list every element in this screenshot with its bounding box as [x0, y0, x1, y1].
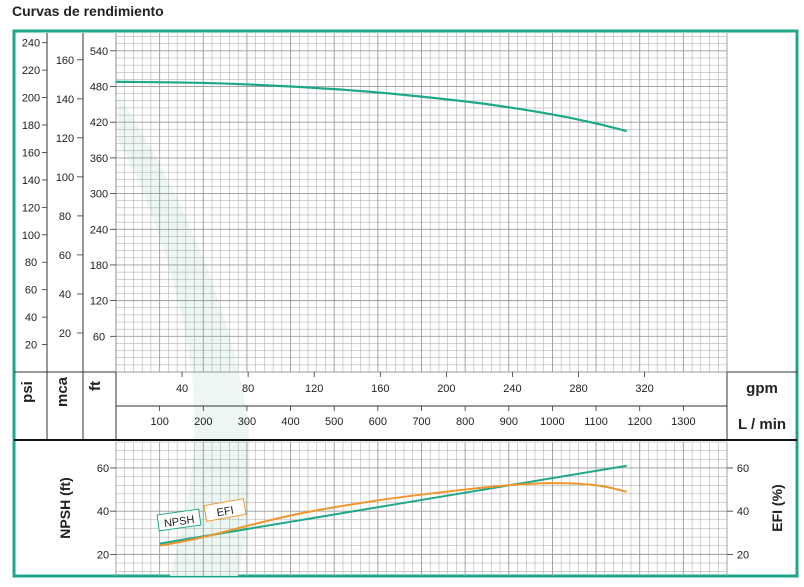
ft-tick-label: 240 [90, 224, 108, 236]
mca-tick-label: 160 [56, 55, 74, 67]
legend-efi-text: EFI [216, 505, 235, 520]
ft-tick-label: 540 [90, 46, 108, 58]
mca-tick-label: 80 [59, 211, 71, 223]
legend-efi: EFI [203, 498, 247, 522]
mca-tick-label: 140 [56, 94, 74, 106]
ft-tick-label: 420 [90, 117, 108, 129]
ft-tick-label: 360 [90, 153, 108, 165]
chart-frame [12, 29, 799, 578]
efi-tick-label: 20 [737, 549, 749, 561]
npsh-tick-label: 60 [97, 463, 109, 475]
npsh-axis-label: NPSH (ft) [57, 477, 73, 538]
gpm-tick-label: 120 [305, 383, 323, 395]
psi-tick-label: 240 [22, 38, 40, 50]
gpm-tick-label: 320 [635, 383, 653, 395]
lmin-tick-label: 500 [325, 416, 343, 428]
ft-tick-label: 60 [93, 331, 105, 343]
efi-tick-label: 40 [737, 506, 749, 518]
lmin-tick-label: 700 [412, 416, 430, 428]
gpm-tick-label: 160 [371, 383, 389, 395]
gpm-tick-label: 200 [437, 383, 455, 395]
head-curve [115, 80, 627, 133]
psi-tick-label: 100 [22, 230, 40, 242]
lmin-tick-label: 900 [500, 416, 518, 428]
curves [115, 80, 627, 547]
gpm-tick-label: 280 [569, 383, 587, 395]
mca-tick-label: 40 [59, 289, 71, 301]
top-grid [115, 33, 728, 373]
lmin-tick-label: 1000 [540, 416, 564, 428]
psi-tick-label: 60 [25, 285, 37, 297]
psi-axis-label: psi [19, 381, 36, 403]
efi-axis-label: EFI (%) [769, 484, 785, 531]
gpm-tick-label: 240 [503, 383, 521, 395]
mca-tick-label: 120 [56, 133, 74, 145]
gpm-axis-label: gpm [746, 380, 778, 397]
lmin-axis-label: L / min [738, 416, 786, 433]
lmin-tick-label: 1300 [671, 416, 695, 428]
lmin-tick-label: 400 [281, 416, 299, 428]
psi-tick-label: 160 [22, 147, 40, 159]
npsh-tick-label: 40 [97, 506, 109, 518]
psi-tick-label: 20 [25, 340, 37, 352]
gpm-tick-label: 80 [242, 383, 254, 395]
psi-tick-label: 40 [25, 312, 37, 324]
lmin-tick-label: 200 [194, 416, 212, 428]
mca-tick-label: 60 [59, 250, 71, 262]
npsh-tick-label: 20 [97, 549, 109, 561]
psi-tick-label: 120 [22, 202, 40, 214]
lmin-tick-label: 800 [456, 416, 474, 428]
lmin-tick-label: 600 [369, 416, 387, 428]
gpm-tick-label: 40 [176, 383, 188, 395]
lmin-tick-label: 300 [238, 416, 256, 428]
ft-tick-label: 120 [90, 296, 108, 308]
psi-tick-label: 140 [22, 175, 40, 187]
lmin-tick-label: 100 [150, 416, 168, 428]
lmin-tick-label: 1200 [627, 416, 651, 428]
ft-tick-label: 300 [90, 189, 108, 201]
psi-tick-label: 80 [25, 257, 37, 269]
mca-axis-label: mca [54, 376, 71, 407]
legend-npsh-text: NPSH [163, 514, 195, 530]
efi-tick-label: 60 [737, 463, 749, 475]
efi-curve [159, 482, 627, 547]
mca-tick-label: 20 [59, 328, 71, 340]
psi-tick-label: 180 [22, 120, 40, 132]
page-title: Curvas de rendimiento [12, 3, 164, 19]
lmin-tick-label: 1100 [584, 416, 608, 428]
bottom-grid [115, 441, 728, 576]
watermark-swoosh [118, 95, 250, 576]
psi-tick-label: 220 [22, 65, 40, 77]
ft-tick-label: 480 [90, 82, 108, 94]
ft-axis-label: ft [87, 381, 104, 391]
psi-tick-label: 200 [22, 93, 40, 105]
legend-npsh: NPSH [156, 508, 202, 532]
axis-ticks: 60 120 180 240 300 360 420 480 540 20 40 60 80 100 120… [22, 38, 749, 562]
ft-tick-label: 180 [90, 260, 108, 272]
mca-tick-label: 100 [56, 172, 74, 184]
